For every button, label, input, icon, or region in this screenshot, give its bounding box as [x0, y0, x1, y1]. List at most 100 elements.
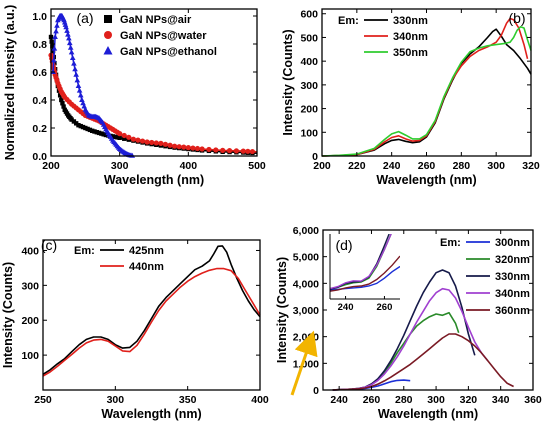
legend-label: GaN NPs@water [120, 30, 207, 42]
x-tick-label: 300 [427, 394, 445, 406]
x-tick-label: 220 [348, 160, 366, 172]
x-tick-label: 360 [524, 394, 542, 406]
y-tick-label: 100 [300, 127, 318, 139]
data-point [83, 125, 88, 131]
data-point [172, 143, 178, 149]
data-point [87, 127, 93, 133]
y-tick-label: 100 [21, 350, 39, 362]
data-point [49, 39, 54, 44]
x-tick-label: 400 [251, 394, 269, 406]
data-point [94, 130, 99, 135]
data-point [72, 66, 78, 72]
panel-label: (d) [335, 237, 352, 253]
data-point [249, 148, 256, 155]
data-point [153, 140, 159, 146]
y-tick-label: 600 [300, 9, 318, 21]
data-point [185, 145, 191, 151]
data-point [194, 145, 201, 152]
y-axis-title: Normalized Intensity (a.u.) [3, 5, 17, 161]
legend-label: 320nm [495, 254, 530, 266]
panel-c-chart: 250 300 350 400 100 200 300 400 Wavelength (nm) I… [1, 237, 269, 421]
data-point [158, 140, 164, 146]
legend-marker [104, 31, 112, 39]
data-point [50, 44, 55, 49]
x-axis-title: Wavelength (nm) [104, 173, 204, 187]
data-point [53, 28, 59, 34]
data-point [149, 139, 155, 146]
data-point [57, 93, 63, 98]
data-point [245, 148, 251, 154]
y-tick-label: 400 [21, 245, 39, 257]
x-tick-label: 400 [180, 160, 198, 172]
x-tick-label: 350 [179, 394, 197, 406]
data-point [68, 49, 75, 55]
y-tick-label: 0.4 [32, 95, 47, 107]
panel-a-chart: 200 300 400 500 0.0 0.2 0.4 0.6 0.8 1.0 Wavelength… [3, 5, 266, 187]
y-tick-label: 4,000 [293, 278, 319, 290]
y-axis-title: Intensity (Counts) [281, 29, 295, 135]
data-point [199, 146, 205, 152]
data-point [66, 35, 72, 41]
inset-series-line-4 [330, 234, 392, 290]
data-point [85, 126, 90, 132]
legend-label: 360nm [495, 305, 530, 317]
data-point [122, 136, 127, 141]
y-axis-title: Intensity (Counts) [1, 262, 15, 368]
inset-x-tick-label: 240 [338, 302, 354, 313]
data-point [96, 130, 102, 136]
legend-title: Em: [440, 237, 461, 249]
x-tick-label: 260 [363, 394, 381, 406]
data-point [66, 40, 73, 46]
data-point [121, 132, 127, 139]
legend-label: 440nm [129, 261, 164, 273]
legend-marker [103, 46, 113, 55]
data-point [110, 134, 115, 139]
data-point [240, 148, 246, 154]
x-axis-title: Wavelength (nm) [378, 407, 478, 421]
panel-label: (a) [76, 10, 93, 26]
data-point [61, 104, 66, 109]
data-point [176, 144, 182, 150]
y-tick-label: 200 [300, 104, 318, 116]
data-point [73, 121, 79, 126]
inset-x-tick-label: 260 [377, 302, 393, 313]
inset-plot [330, 234, 400, 292]
data-point [50, 48, 56, 54]
data-point [117, 135, 122, 140]
legend-label: 330nm [393, 15, 428, 27]
data-point [92, 129, 97, 134]
data-point [73, 71, 79, 77]
data-point [54, 22, 60, 28]
data-point [117, 131, 123, 137]
x-tick-label: 500 [248, 160, 266, 172]
data-point [63, 24, 69, 30]
panel-d-chart: 240 260 280 300 320 340 360 0 1,000 2,000 3,000 4,0… [275, 225, 542, 421]
data-point [75, 83, 82, 88]
data-point [139, 138, 146, 144]
y-tick-label: 500 [300, 32, 318, 44]
data-point [79, 97, 85, 102]
panel-label: (b) [508, 10, 525, 26]
data-point [226, 148, 233, 154]
legend-label: GaN NPs@air [120, 14, 192, 26]
y-tick-label: 5,000 [293, 252, 319, 264]
x-tick-label: 320 [460, 394, 478, 406]
data-point [162, 141, 169, 147]
data-point [135, 137, 141, 143]
series-line-1 [42, 245, 261, 375]
series-line-4 [332, 287, 489, 391]
y-tick-label: 0.8 [32, 39, 47, 51]
data-point [220, 147, 226, 153]
data-point [126, 134, 132, 140]
x-axis-title: Wavelength (nm) [101, 407, 201, 421]
x-tick-label: 300 [487, 160, 505, 172]
legend-title: Em: [74, 245, 95, 257]
data-point [59, 97, 64, 103]
legend-label: 330nm [495, 271, 530, 283]
y-tick-label: 0.6 [32, 67, 47, 79]
data-point [167, 142, 173, 148]
series-line-3 [321, 26, 532, 157]
data-point [76, 123, 81, 128]
x-tick-label: 340 [492, 394, 510, 406]
data-point [78, 123, 83, 129]
